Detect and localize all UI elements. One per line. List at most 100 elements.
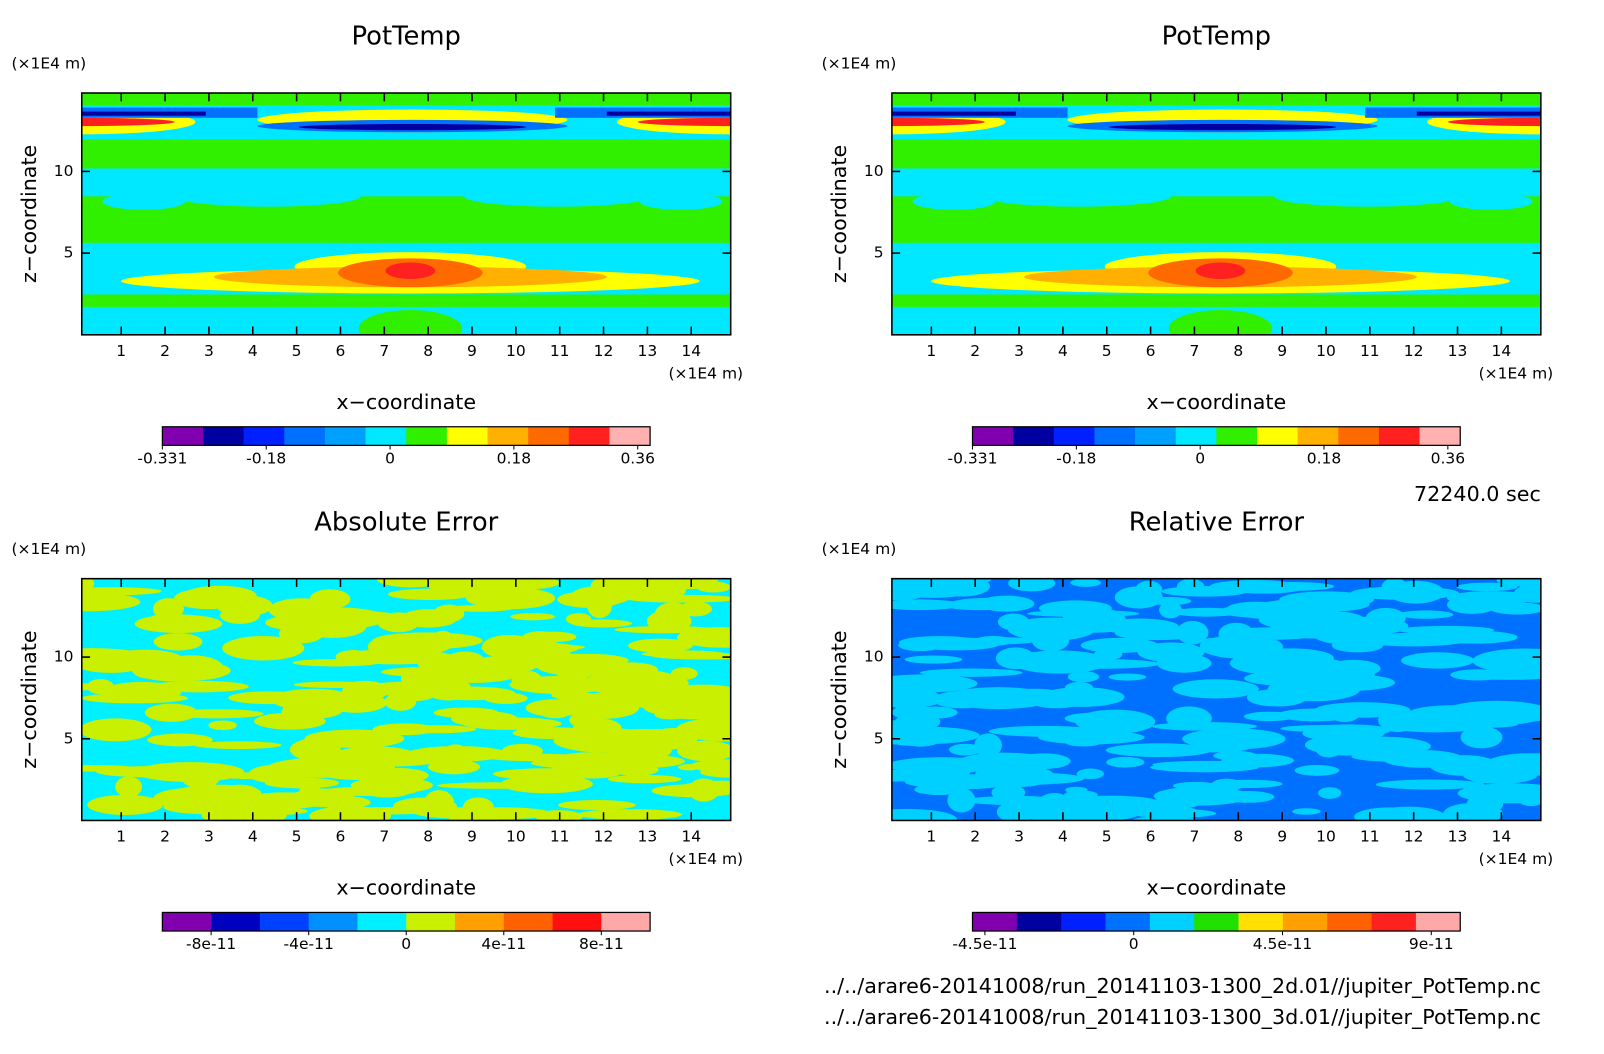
colorbar-tick-label: 4.5e-11 (1253, 935, 1313, 953)
colorbar-box (1238, 912, 1284, 932)
x-tick-label: 14 (1492, 828, 1512, 846)
contour-region (264, 777, 339, 789)
colorbar-box (162, 426, 204, 446)
contour-region (309, 806, 391, 821)
x-tick-label: 8 (423, 828, 433, 846)
colorbar-box (1175, 426, 1217, 446)
contour-region (466, 587, 556, 610)
contour-region (1161, 586, 1248, 597)
colorbar-tick-label: -0.331 (137, 449, 187, 467)
x-tick-label: 5 (292, 342, 302, 360)
y-tick-label: 10 (864, 162, 884, 180)
contour-region (1213, 750, 1258, 761)
contour-region (1513, 583, 1541, 603)
contour-region (1397, 625, 1495, 635)
contour-region (1383, 712, 1461, 731)
contour-region (971, 772, 1085, 785)
colorbar-tick-label: 0 (401, 935, 411, 953)
contour-region (606, 111, 731, 116)
x-tick-label: 10 (1316, 828, 1336, 846)
x-axis-label: x−coordinate (336, 876, 476, 900)
contour-region (1067, 671, 1100, 683)
colorbar-box (1282, 912, 1328, 932)
contour-region (1226, 601, 1285, 616)
contour-region (654, 709, 688, 720)
colorbar-box (1257, 426, 1298, 446)
contour-region (1331, 638, 1384, 653)
colorbar-box (487, 426, 529, 446)
x-tick-label: 11 (550, 342, 570, 360)
colorbar-box (1194, 912, 1239, 932)
colorbar-tick-label: -4.5e-11 (952, 935, 1017, 953)
colorbar-box (308, 912, 358, 932)
y-axis-label: z−coordinate (17, 630, 41, 768)
colorbar-box (1371, 912, 1417, 932)
contour-region (81, 765, 138, 772)
contour-region (400, 609, 458, 628)
colorbar-tick-label: 0 (1129, 935, 1139, 953)
contour-region (387, 588, 473, 600)
y-tick-label: 10 (54, 648, 74, 666)
contour-region (415, 807, 525, 819)
contour-region (1106, 756, 1145, 768)
contour-region (1031, 629, 1070, 652)
contour-region (1149, 762, 1259, 773)
contour-region (1135, 580, 1163, 599)
contour-region (219, 607, 261, 624)
x-tick-label: 12 (1404, 828, 1424, 846)
contour-region (362, 784, 412, 798)
contour-region (571, 619, 633, 628)
x-tick-label: 11 (550, 828, 570, 846)
contour-region (891, 294, 1541, 307)
y-axis-label: z−coordinate (17, 145, 41, 283)
contour-region (87, 679, 115, 695)
contour-region (1246, 689, 1307, 707)
contour-region (1026, 610, 1140, 618)
contour-region (1472, 648, 1541, 674)
x-tick-label: 13 (1448, 828, 1468, 846)
colorbar-box (284, 426, 326, 446)
contour-region (446, 604, 513, 612)
contour-region (1172, 679, 1259, 699)
x-tick-label: 7 (1190, 342, 1200, 360)
colorbar-box (1105, 912, 1151, 932)
contour-region (995, 647, 1036, 670)
contour-region (670, 667, 698, 680)
x-tick-label: 9 (467, 828, 477, 846)
x-axis-label: x−coordinate (336, 390, 476, 414)
contour-region (1449, 193, 1533, 210)
colorbar-box (1297, 426, 1339, 446)
colorbar-box (1378, 426, 1420, 446)
contour-field (81, 578, 731, 821)
contour-region (1354, 807, 1427, 821)
contour-region (1294, 764, 1340, 776)
contour-region (81, 693, 189, 704)
colorbar-box (972, 912, 1018, 932)
contour-region (677, 740, 731, 762)
contour-region (1450, 669, 1505, 681)
contour-region (222, 635, 305, 661)
x-tick-label: 3 (204, 342, 214, 360)
colorbar-box (1061, 912, 1106, 932)
contour-region (1267, 657, 1343, 669)
colorbar-box (162, 912, 212, 932)
contour-region (1357, 632, 1469, 647)
x-tick-label: 7 (1190, 828, 1200, 846)
contour-region (358, 310, 463, 335)
contour-region (1159, 601, 1182, 619)
contour-region (978, 595, 1035, 612)
colorbar-box (1149, 912, 1195, 932)
contour-region (424, 677, 472, 701)
contour-region (996, 801, 1036, 821)
contour-region (974, 733, 1002, 758)
contour-region (562, 767, 622, 779)
contour-region (1350, 586, 1459, 600)
contour-region (607, 774, 682, 784)
contour-region (341, 648, 452, 665)
y-axis-label: z−coordinate (827, 630, 851, 768)
contour-region (891, 139, 1541, 169)
colorbar-box (1327, 912, 1372, 932)
contour-region (1466, 793, 1504, 814)
file-path: ../../arare6-20141008/run_20141103-1300_… (824, 974, 1541, 998)
time-label: 72240.0 sec (1414, 482, 1541, 506)
